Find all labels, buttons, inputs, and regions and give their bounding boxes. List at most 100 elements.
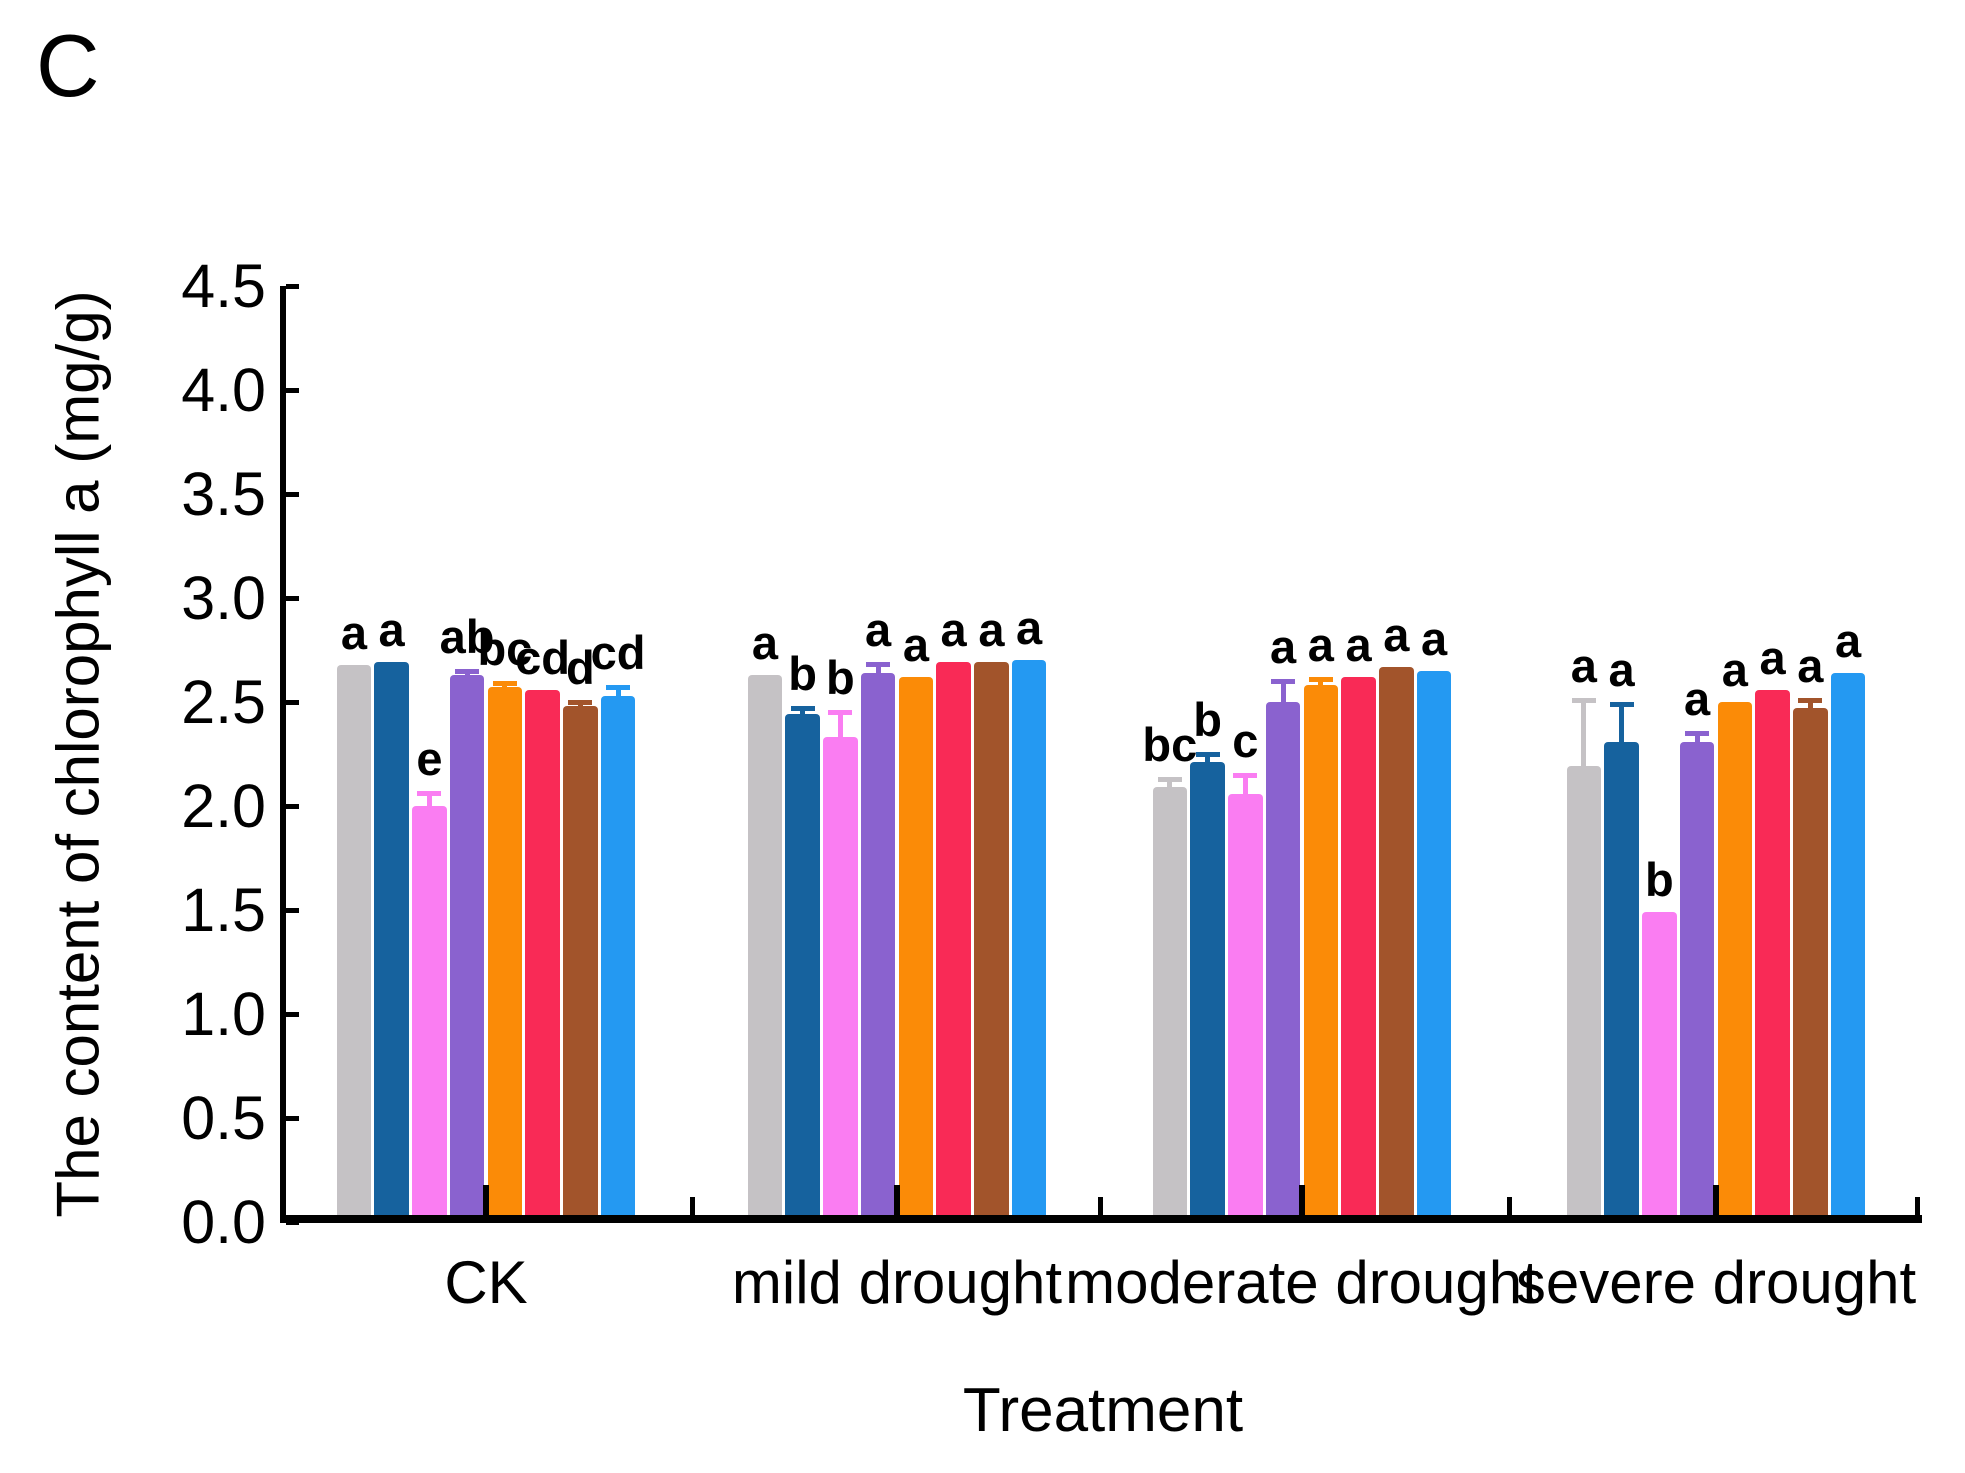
significance-letter: cd [515,631,571,684]
error-bar-cap [1157,777,1182,782]
bar-orange [1717,702,1753,1222]
y-tick [286,700,299,705]
y-tick-label: 4.0 [181,356,266,424]
x-minor-tick [1098,1197,1103,1215]
x-major-tick [894,1185,900,1215]
significance-letter: a [902,618,929,671]
bar-light-blue [600,696,636,1222]
x-minor-tick [690,1197,695,1215]
x-category-label: mild drought [731,1249,1063,1316]
significance-letter: a [1421,612,1448,665]
error-bar-cap [828,710,853,715]
y-tick-label: 4.5 [181,252,266,320]
y-tick [286,804,299,809]
bar-purple [860,673,896,1222]
y-tick [286,388,299,393]
error-bar-cap [1308,677,1333,682]
significance-letter: a [340,606,367,659]
x-major-tick [1299,1185,1305,1215]
bar-gray [1566,766,1602,1222]
bar-light-blue [1416,671,1452,1222]
bar-orange [1303,685,1339,1222]
error-bar-cap [1271,679,1296,684]
bar-magenta [1642,912,1677,1222]
error-bar-stem [1242,773,1248,794]
significance-letter: a [1345,618,1372,671]
error-bar-stem [1619,702,1625,742]
bar-gray [1152,787,1188,1222]
error-bar-cap [568,700,593,705]
error-bar-stem [1807,698,1813,708]
x-major-tick [483,1185,489,1215]
significance-letter: a [1835,614,1862,667]
bar-light-blue [1011,660,1047,1222]
y-tick-label: 2.5 [181,668,266,736]
y-tick [286,1220,299,1225]
bar-purple [1265,702,1301,1222]
y-tick [286,1012,299,1017]
significance-letter: b [1644,853,1674,906]
significance-letter: a [1016,601,1043,654]
error-bar-cap [417,791,442,796]
error-bar-cap [492,681,517,686]
x-category-label: severe drought [1515,1249,1917,1316]
significance-letter: a [1270,620,1297,673]
significance-letter: ab [439,610,495,663]
significance-letter: a [978,603,1005,656]
bar-magenta [1228,794,1263,1222]
bar-crimson [1341,677,1376,1222]
bar-gray [336,665,372,1222]
bar-crimson [1755,690,1790,1222]
bar-purple [1679,742,1715,1222]
y-tick-label: 3.5 [181,460,266,528]
y-tick [286,908,299,913]
x-minor-tick [1507,1197,1512,1215]
y-tick-label: 1.5 [181,876,266,944]
significance-letter: b [1193,693,1222,746]
significance-letter: d [566,641,595,694]
error-bar-cap [1685,731,1710,736]
bar-light-blue [1830,673,1866,1222]
bar-magenta [412,806,447,1222]
y-tick [286,596,299,601]
error-bar-stem [426,791,432,806]
error-bar-cap [1798,698,1823,703]
significance-letter: a [1721,643,1748,696]
significance-letter: a [378,603,405,656]
bar-magenta [823,737,858,1222]
significance-letter: a [1570,639,1597,692]
error-bar-cap [1609,702,1634,707]
significance-letter: a [751,616,778,669]
significance-letter: a [865,603,892,656]
error-bar-stem [1694,731,1700,742]
error-bar-cap [1233,773,1258,778]
significance-letter: bc [1142,718,1198,771]
bar-dark-blue [1190,762,1225,1222]
bar-crimson [936,662,971,1222]
bar-brown [1793,708,1828,1222]
y-axis-title: The content of chlorophyll a (mg/g) [44,290,112,1218]
error-bar-cap [455,669,480,674]
bar-gray [747,675,783,1222]
bar-crimson [525,690,560,1222]
bar-dark-blue [1604,742,1639,1222]
y-tick-label: 1.0 [181,980,266,1048]
significance-letter: b [788,647,817,700]
error-bar-stem [1280,679,1286,702]
error-bar-cap [790,706,815,711]
bar-brown [563,706,598,1222]
y-tick-label: 2.0 [181,772,266,840]
error-bar-stem [1205,752,1211,762]
bar-orange [487,687,523,1222]
y-tick [286,492,299,497]
error-bar-cap [866,662,891,667]
significance-letter: a [1759,631,1786,684]
y-tick-label: 3.0 [181,564,266,632]
x-axis-line [280,1215,1922,1223]
y-tick-label: 0.5 [181,1084,266,1152]
x-category-label: moderate drought [1065,1249,1539,1316]
error-bar-stem [837,710,843,737]
bar-brown [1379,667,1414,1222]
significance-letter: a [1797,639,1824,692]
